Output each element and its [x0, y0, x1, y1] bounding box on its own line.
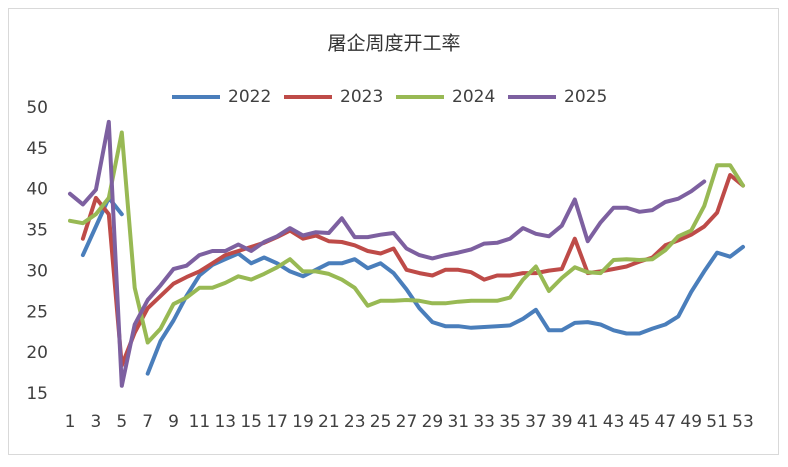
series-line [68, 130, 745, 345]
x-tick-label: 35 [499, 412, 521, 432]
x-tick-label: 21 [318, 412, 340, 432]
x-tick-label: 17 [266, 412, 288, 432]
x-tick-label: 45 [629, 412, 651, 432]
x-tick-label: 13 [214, 412, 236, 432]
x-tick-label: 37 [525, 412, 547, 432]
x-tick-label: 31 [447, 412, 469, 432]
x-tick-label: 15 [240, 412, 262, 432]
x-tick-label: 49 [680, 412, 702, 432]
x-tick-label: 51 [706, 412, 728, 432]
x-tick-label: 43 [603, 412, 625, 432]
x-tick-label: 19 [292, 412, 314, 432]
x-tick-label: 29 [422, 412, 444, 432]
x-tick-label: 33 [473, 412, 495, 432]
x-tick-label: 25 [370, 412, 392, 432]
x-tick-label: 23 [344, 412, 366, 432]
y-tick-label: 45 [26, 139, 48, 159]
legend-label: 2023 [340, 87, 383, 107]
x-tick-label: 9 [168, 412, 179, 432]
y-tick-label: 35 [26, 221, 48, 241]
x-tick-label: 47 [655, 412, 677, 432]
legend-label: 2024 [452, 87, 495, 107]
x-tick-label: 27 [396, 412, 418, 432]
series-line [80, 173, 745, 368]
legend-label: 2025 [564, 87, 607, 107]
x-tick-label: 1 [65, 412, 76, 432]
y-tick-label: 50 [26, 98, 48, 118]
legend-label: 2022 [228, 87, 271, 107]
series-line [68, 119, 707, 388]
x-tick-label: 39 [551, 412, 573, 432]
x-tick-label: 3 [90, 412, 101, 432]
series-line [80, 195, 745, 376]
y-tick-label: 25 [26, 302, 48, 322]
chart-title: 屠企周度开工率 [327, 33, 460, 55]
x-tick-label: 53 [732, 412, 754, 432]
y-tick-label: 20 [26, 343, 48, 363]
y-tick-label: 30 [26, 261, 48, 281]
y-tick-label: 15 [26, 384, 48, 404]
x-tick-label: 7 [142, 412, 153, 432]
x-tick-label: 41 [577, 412, 599, 432]
x-tick-label: 5 [116, 412, 127, 432]
y-tick-label: 40 [26, 180, 48, 200]
x-tick-label: 11 [189, 412, 211, 432]
